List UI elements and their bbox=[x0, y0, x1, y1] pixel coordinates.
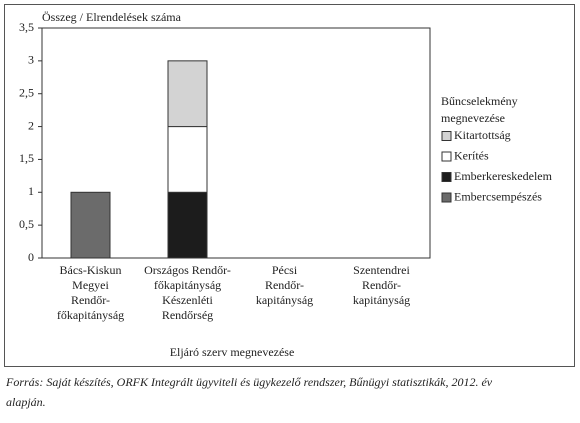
x-tick-label: Országos Rendőr- bbox=[144, 263, 231, 277]
legend-label: Kitartottság bbox=[454, 128, 511, 142]
y-tick-label: 3 bbox=[28, 53, 34, 67]
legend-label: Kerítés bbox=[454, 148, 489, 162]
legend-title: Bűncselekmény bbox=[441, 94, 518, 108]
y-tick-label: 1,5 bbox=[19, 151, 34, 165]
legend-swatch bbox=[441, 151, 452, 162]
x-tick-label: Rendőr- bbox=[362, 278, 401, 292]
x-tick-label: Rendőrség bbox=[162, 308, 213, 322]
bar-segment bbox=[167, 60, 208, 128]
y-tick-label: 3,5 bbox=[19, 20, 34, 34]
y-axis-title: Összeg / Elrendelések száma bbox=[42, 10, 182, 24]
x-axis-title: Eljáró szerv megnevezése bbox=[170, 345, 295, 359]
legend-label: Embercsempészés bbox=[454, 189, 542, 203]
y-tick-label: 0,5 bbox=[19, 217, 34, 231]
bar-segment bbox=[167, 191, 208, 259]
x-tick-label: Készenléti bbox=[162, 293, 213, 307]
x-tick-label: Megyei bbox=[72, 278, 109, 292]
bar-segment bbox=[70, 191, 111, 259]
x-tick-label: Pécsi bbox=[272, 263, 298, 277]
y-tick-label: 0 bbox=[28, 250, 34, 264]
legend-title: megnevezése bbox=[441, 111, 505, 125]
chart-frame bbox=[4, 4, 575, 367]
legend-swatch bbox=[441, 192, 452, 203]
legend-label: Emberkereskedelem bbox=[454, 169, 553, 183]
x-tick-label: Szentendrei bbox=[353, 263, 410, 277]
bar-segment bbox=[167, 126, 208, 193]
y-tick-label: 2 bbox=[28, 118, 34, 132]
legend-swatch bbox=[441, 172, 452, 182]
y-tick-label: 1 bbox=[28, 184, 34, 198]
y-tick-label: 2,5 bbox=[19, 85, 34, 99]
x-tick-label: kapitányság bbox=[353, 293, 410, 307]
x-tick-label: főkapitányság bbox=[154, 278, 221, 292]
x-tick-label: Rendőr- bbox=[265, 278, 304, 292]
x-tick-label: Rendőr- bbox=[71, 293, 110, 307]
x-tick-label: kapitányság bbox=[256, 293, 313, 307]
source-note: Forrás: Saját készítés, ORFK Integrált ü… bbox=[5, 375, 493, 389]
plot-frame bbox=[41, 27, 431, 259]
x-tick-label: Bács-Kiskun bbox=[60, 263, 122, 277]
x-tick-label: főkapitányság bbox=[57, 308, 124, 322]
legend-swatch bbox=[441, 131, 452, 141]
source-note: alapján. bbox=[6, 395, 46, 409]
